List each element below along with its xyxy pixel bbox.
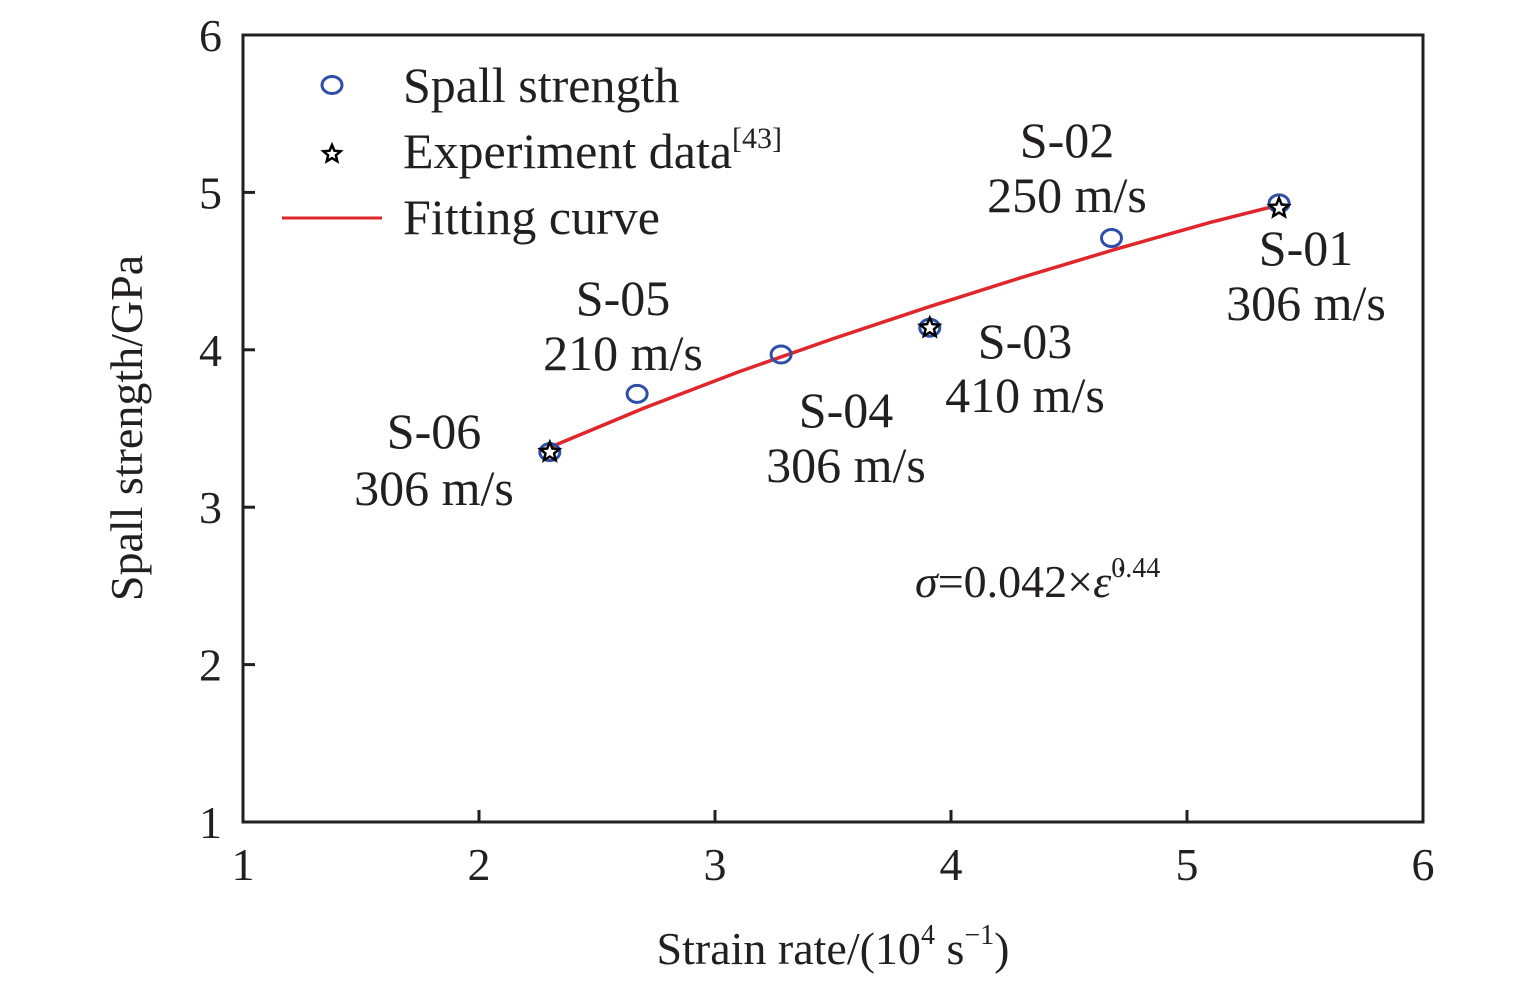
- sample-id-label: S-06: [387, 403, 481, 459]
- x-tick-label: 2: [468, 839, 491, 890]
- sample-id-label: S-01: [1259, 220, 1353, 276]
- sample-id-label: S-03: [978, 313, 1072, 369]
- x-tick-label: 5: [1176, 839, 1199, 890]
- y-tick-label: 6: [199, 10, 222, 61]
- impact-velocity-label: 250 m/s: [987, 167, 1147, 223]
- sample-id-label: S-04: [799, 382, 893, 438]
- sample-id-label: S-02: [1020, 112, 1114, 168]
- y-tick-label: 1: [199, 797, 222, 848]
- impact-velocity-label: 210 m/s: [543, 325, 703, 381]
- y-tick-label: 2: [199, 640, 222, 691]
- fit-equation: σ=0.042×ε̇0.44: [915, 553, 1160, 607]
- impact-velocity-label: 410 m/s: [945, 367, 1105, 423]
- x-tick-label: 1: [232, 839, 255, 890]
- x-tick-label: 6: [1412, 839, 1435, 890]
- y-tick-label: 5: [199, 167, 222, 218]
- sample-id-label: S-05: [576, 270, 670, 326]
- x-tick-label: 3: [704, 839, 727, 890]
- points: [537, 193, 1292, 463]
- impact-velocity-label: 306 m/s: [766, 437, 926, 493]
- y-tick-label: 4: [199, 325, 222, 376]
- y-tick-label: 3: [199, 482, 222, 533]
- legend: Spall strength Experiment data[43] Fitting…: [282, 57, 782, 245]
- ticks: 1 2 3 4 5 6 1 2 3 4 5 6: [199, 10, 1435, 890]
- experiment-data-point: [917, 314, 943, 339]
- x-tick-label: 4: [940, 839, 963, 890]
- legend-circle-icon: [320, 75, 344, 95]
- fit-curve-line: [549, 203, 1280, 450]
- legend-label: Spall strength: [403, 57, 679, 113]
- impact-velocity-label: 306 m/s: [1226, 275, 1386, 331]
- fit-curve-group: [549, 203, 1280, 450]
- legend-star-icon: [320, 141, 344, 164]
- experiment-data-point: [1266, 194, 1292, 219]
- axes: [241, 33, 1425, 824]
- legend-label: Experiment data[43]: [403, 122, 782, 179]
- impact-velocity-label: 306 m/s: [354, 460, 514, 516]
- spall-strength-point: [1099, 228, 1123, 249]
- spall-strength-point: [625, 383, 649, 404]
- spall-strength-point: [769, 344, 793, 365]
- x-axis-label: Strain rate/(104 s−1): [657, 920, 1010, 974]
- y-axis-label: Spall strength/GPa: [101, 255, 152, 601]
- experiment-data-point: [537, 438, 563, 463]
- plot-frame: [241, 33, 1425, 824]
- legend-label: Fitting curve: [403, 189, 660, 245]
